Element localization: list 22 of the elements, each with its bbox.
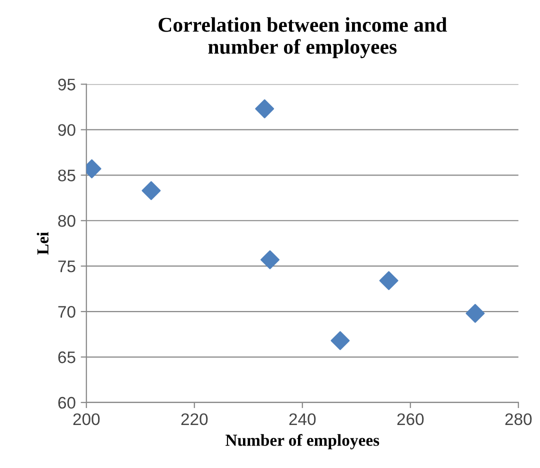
x-axis-title: Number of employees [226,434,380,450]
point [255,99,274,118]
y-tick-label: 85 [58,170,76,182]
chart-title: Correlation between income and number of employees [158,17,447,58]
y-tick-label: 75 [58,260,76,272]
point [379,271,398,290]
x-tick-label: 280 [505,413,532,426]
y-axis-title: Lei [36,232,48,255]
point [330,331,350,350]
point [466,304,485,323]
x-tick-label: 200 [73,413,100,426]
x-tick-label: 220 [181,413,208,426]
x-tick-label: 240 [289,413,316,426]
y-tick-label: 95 [58,78,76,90]
y-tick-label: 65 [58,351,76,364]
x-tick-label: 260 [397,413,424,426]
y-tick-label: 60 [58,396,76,409]
point [142,181,161,200]
y-tick-label: 90 [58,124,76,136]
y-tick-label: 70 [58,306,76,318]
point [260,250,280,270]
y-tick-label: 80 [58,215,76,227]
